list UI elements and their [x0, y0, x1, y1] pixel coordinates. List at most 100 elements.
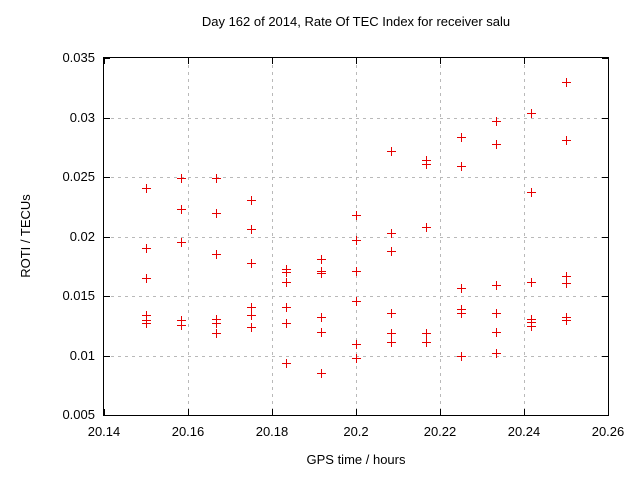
data-point-marker [352, 211, 361, 220]
data-point-marker [527, 188, 536, 197]
data-point-marker [422, 223, 431, 232]
gridline-vertical [188, 58, 189, 415]
y-tick-mark [104, 296, 110, 297]
x-tick-mark [188, 409, 189, 415]
data-point-marker [177, 238, 186, 247]
chart-title: Day 162 of 2014, Rate Of TEC Index for r… [201, 14, 511, 29]
data-point-marker [492, 309, 501, 318]
data-point-marker [492, 140, 501, 149]
y-tick-mark [104, 118, 110, 119]
data-point-marker [247, 323, 256, 332]
data-point-marker [282, 303, 291, 312]
y-tick-mark [602, 58, 608, 59]
data-point-marker [387, 329, 396, 338]
data-point-marker [317, 328, 326, 337]
gridline-horizontal [104, 296, 608, 297]
data-point-marker [527, 278, 536, 287]
data-point-marker [142, 319, 151, 328]
y-tick-mark [602, 118, 608, 119]
data-point-marker [352, 236, 361, 245]
y-tick-label: 0.03 [69, 110, 95, 125]
data-point-marker [142, 311, 151, 320]
y-tick-label: 0.01 [69, 348, 95, 363]
data-point-marker [317, 369, 326, 378]
x-tick-label: 20.26 [591, 424, 625, 439]
data-point-marker [142, 274, 151, 283]
data-point-marker [247, 225, 256, 234]
data-point-marker [282, 359, 291, 368]
data-point-marker [142, 184, 151, 193]
x-tick-label: 20.14 [87, 424, 121, 439]
x-tick-mark [608, 58, 609, 64]
x-tick-mark [272, 409, 273, 415]
x-tick-mark [188, 58, 189, 64]
x-tick-mark [608, 409, 609, 415]
data-point-marker [422, 338, 431, 347]
y-tick-mark [602, 356, 608, 357]
x-tick-label: 20.18 [255, 424, 289, 439]
y-tick-label: 0.015 [62, 288, 95, 303]
data-point-marker [387, 309, 396, 318]
y-tick-mark [104, 177, 110, 178]
data-point-marker [527, 322, 536, 331]
data-point-marker [177, 174, 186, 183]
data-point-marker [352, 340, 361, 349]
x-tick-mark [440, 409, 441, 415]
y-tick-mark [602, 296, 608, 297]
data-point-marker [457, 352, 466, 361]
data-point-marker [562, 279, 571, 288]
data-point-marker [352, 267, 361, 276]
x-tick-mark [440, 58, 441, 64]
y-tick-label: 0.02 [69, 229, 95, 244]
data-point-marker [212, 250, 221, 259]
data-point-marker [177, 321, 186, 330]
data-point-marker [457, 162, 466, 171]
data-point-marker [177, 316, 186, 325]
data-point-marker [457, 284, 466, 293]
y-tick-mark [104, 58, 110, 59]
data-point-marker [457, 309, 466, 318]
data-point-marker [247, 259, 256, 268]
x-tick-mark [524, 58, 525, 64]
data-point-marker [212, 329, 221, 338]
data-point-marker [352, 297, 361, 306]
data-point-marker [282, 278, 291, 287]
y-tick-label: 0.025 [62, 169, 95, 184]
x-axis-label: GPS time / hours [306, 452, 406, 467]
data-point-marker [317, 255, 326, 264]
data-point-marker [247, 303, 256, 312]
data-point-marker [562, 272, 571, 281]
x-tick-label: 20.22 [423, 424, 457, 439]
x-tick-mark [104, 409, 105, 415]
x-tick-mark [104, 58, 105, 64]
x-tick-mark [356, 58, 357, 64]
y-tick-mark [602, 177, 608, 178]
data-point-marker [387, 229, 396, 238]
data-point-marker [212, 174, 221, 183]
data-point-marker [352, 354, 361, 363]
y-tick-mark [602, 237, 608, 238]
data-point-marker [177, 205, 186, 214]
data-point-marker [247, 311, 256, 320]
x-tick-mark [524, 409, 525, 415]
data-point-marker [492, 328, 501, 337]
data-point-marker [527, 109, 536, 118]
x-tick-label: 20.24 [507, 424, 541, 439]
data-point-marker [212, 209, 221, 218]
data-point-marker [562, 78, 571, 87]
x-tick-label: 20.16 [171, 424, 205, 439]
data-point-marker [492, 281, 501, 290]
x-tick-mark [272, 58, 273, 64]
y-tick-label: 0.035 [62, 50, 95, 65]
gridline-vertical [440, 58, 441, 415]
data-point-marker [422, 329, 431, 338]
data-point-marker [212, 319, 221, 328]
gridline-vertical [524, 58, 525, 415]
data-point-marker [562, 136, 571, 145]
data-point-marker [317, 269, 326, 278]
gridline-horizontal [104, 118, 608, 119]
data-point-marker [422, 160, 431, 169]
data-point-marker [317, 313, 326, 322]
gridline-horizontal [104, 177, 608, 178]
